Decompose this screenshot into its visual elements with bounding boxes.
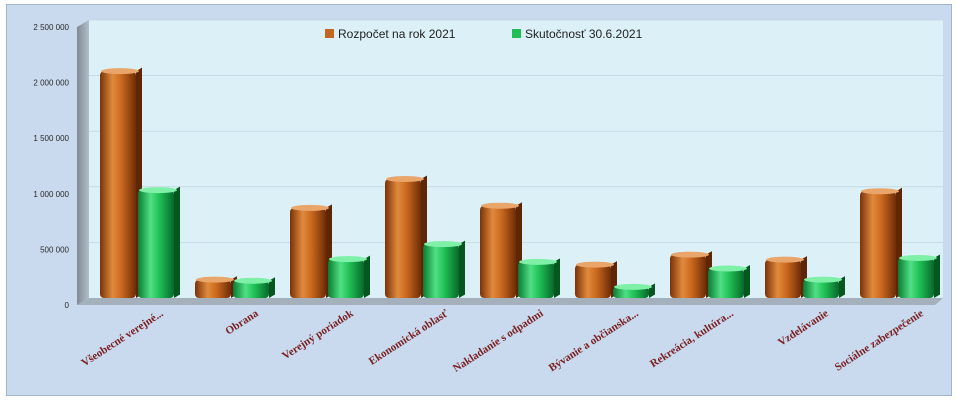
x-category-label: Nakladanie s odpadmi xyxy=(451,307,546,374)
bar-front xyxy=(670,254,706,298)
x-category-label: Všeobecné verejné... xyxy=(79,307,166,369)
bar-actual xyxy=(708,265,750,298)
legend: Rozpočet na rok 2021 Skutočnosť 30.6.202… xyxy=(325,27,643,41)
legend-swatch-budget xyxy=(325,29,334,38)
bar-side xyxy=(364,255,370,298)
bar-actual xyxy=(233,277,275,298)
bar-top xyxy=(861,188,899,195)
bar-budget xyxy=(385,175,427,298)
x-category-label: Sociálne zabezpečenie xyxy=(833,307,926,373)
chart-side-wall xyxy=(77,20,89,305)
x-category-label: Rekreácia, kultúra... xyxy=(648,307,736,370)
bar-front xyxy=(385,179,421,298)
bar-top xyxy=(424,241,462,248)
bar-actual xyxy=(328,255,370,298)
bar-front xyxy=(328,259,364,298)
chart-frame: 0 500 000 1 000 000 1 500 000 2 000 000 2 500… xyxy=(6,4,952,396)
bar-top xyxy=(709,265,747,272)
x-category-label: Ekonomická oblasť xyxy=(367,307,451,367)
bar-budget xyxy=(195,276,237,298)
bar-top xyxy=(234,277,272,284)
bar-top xyxy=(196,276,234,283)
bar-budget xyxy=(860,187,902,298)
x-category-label: Bývanie a občianska... xyxy=(547,307,641,374)
legend-swatch-actual xyxy=(512,29,521,38)
bar-top xyxy=(481,202,519,209)
bar-side xyxy=(174,186,180,298)
bar-top xyxy=(291,204,329,211)
y-tick-label: 1 000 000 xyxy=(33,190,69,199)
bar-front xyxy=(765,259,801,298)
bar-budget xyxy=(575,261,617,298)
bar-front xyxy=(575,264,611,298)
bar-side xyxy=(554,258,560,298)
bar-side xyxy=(459,240,465,298)
bars xyxy=(100,67,940,298)
bar-budget xyxy=(100,67,142,298)
y-tick-label: 500 000 xyxy=(40,245,69,254)
bar-front xyxy=(290,207,326,298)
bar-top xyxy=(899,254,937,261)
x-category-label: Verejný poriadok xyxy=(280,307,356,362)
bar-front xyxy=(860,191,896,298)
x-category-label: Vzdelávanie xyxy=(776,307,831,348)
bar-top xyxy=(519,258,557,265)
bar-front xyxy=(518,261,554,298)
bar-top xyxy=(101,68,139,75)
bar-side xyxy=(744,265,750,298)
bar-side xyxy=(839,276,845,298)
bar-front xyxy=(100,71,136,298)
bar-actual xyxy=(803,276,845,298)
bar-front xyxy=(195,279,231,298)
y-tick-label: 2 500 000 xyxy=(33,23,69,32)
bar-budget xyxy=(480,202,522,298)
bar-actual xyxy=(898,254,940,298)
bar-top xyxy=(329,256,367,263)
bar-chart: 0 500 000 1 000 000 1 500 000 2 000 000 2 500… xyxy=(33,19,943,375)
bar-top xyxy=(576,261,614,268)
y-tick-label: 2 000 000 xyxy=(33,79,69,88)
bar-top xyxy=(804,276,842,283)
bar-top xyxy=(614,283,652,290)
bar-top xyxy=(766,256,804,263)
bar-side xyxy=(269,277,275,298)
bar-actual xyxy=(613,283,655,298)
y-tick-label: 1 500 000 xyxy=(33,134,69,143)
y-tick-label: 0 xyxy=(65,301,70,310)
bar-actual xyxy=(138,186,180,298)
bar-top xyxy=(386,176,424,183)
chart-floor xyxy=(77,298,943,305)
x-category-label: Obrana xyxy=(223,307,261,337)
bar-front xyxy=(708,268,744,298)
bar-front xyxy=(233,280,269,298)
bar-front xyxy=(898,257,934,298)
bar-actual xyxy=(518,258,560,298)
y-axis-ticks: 0 500 000 1 000 000 1 500 000 2 000 000 2 500… xyxy=(33,23,69,310)
bar-budget xyxy=(765,256,807,298)
legend-label-budget: Rozpočet na rok 2021 xyxy=(338,27,456,41)
legend-label-actual: Skutočnosť 30.6.2021 xyxy=(525,27,643,41)
bar-budget xyxy=(670,251,712,298)
x-axis-labels: Všeobecné verejné... Obrana Verejný poriad… xyxy=(79,307,925,375)
bar-front xyxy=(480,205,516,298)
bar-actual xyxy=(423,240,465,298)
bar-budget xyxy=(290,204,332,298)
bar-front xyxy=(138,190,174,298)
bar-front xyxy=(803,279,839,298)
bar-top xyxy=(671,251,709,258)
bar-side xyxy=(934,254,940,298)
bar-front xyxy=(423,244,459,298)
bar-top xyxy=(139,187,177,194)
